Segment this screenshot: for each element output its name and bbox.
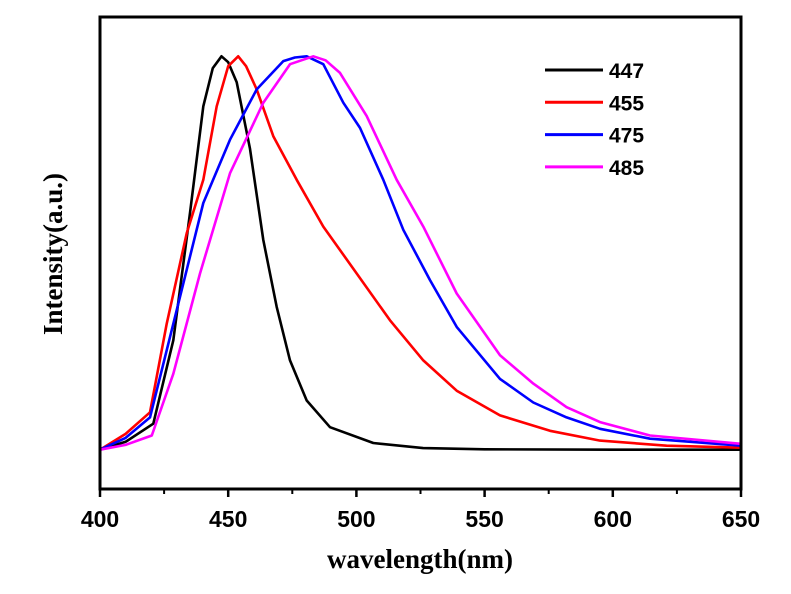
y-axis-title: Intensity(a.u.) xyxy=(38,173,68,335)
legend-item-447: 447 xyxy=(545,60,644,83)
x-tick-label: 650 xyxy=(722,506,760,532)
legend-item-455: 455 xyxy=(545,92,644,115)
plot-frame xyxy=(98,15,743,491)
legend-label: 485 xyxy=(609,157,644,180)
legend-item-485: 485 xyxy=(545,157,644,180)
x-tick-label: 450 xyxy=(209,506,247,532)
legend-label: 447 xyxy=(609,60,644,83)
x-axis-title: wavelength(nm) xyxy=(327,544,513,574)
legend: 447 455 475 485 xyxy=(545,60,644,180)
series-line-455 xyxy=(99,55,742,451)
legend-item-475: 475 xyxy=(545,125,644,148)
x-axis-ticks: 400 450 500 550 600 650 xyxy=(81,489,760,532)
series-line-447 xyxy=(99,55,741,451)
series-line-475 xyxy=(99,55,742,451)
x-tick-label: 600 xyxy=(594,506,632,532)
series-line-485 xyxy=(99,55,742,451)
x-tick-label: 400 xyxy=(81,506,119,532)
x-tick-label: 550 xyxy=(465,506,503,532)
legend-label: 475 xyxy=(609,125,644,148)
legend-label: 455 xyxy=(609,92,644,115)
x-tick-label: 500 xyxy=(337,506,375,532)
series-layer xyxy=(99,55,742,451)
